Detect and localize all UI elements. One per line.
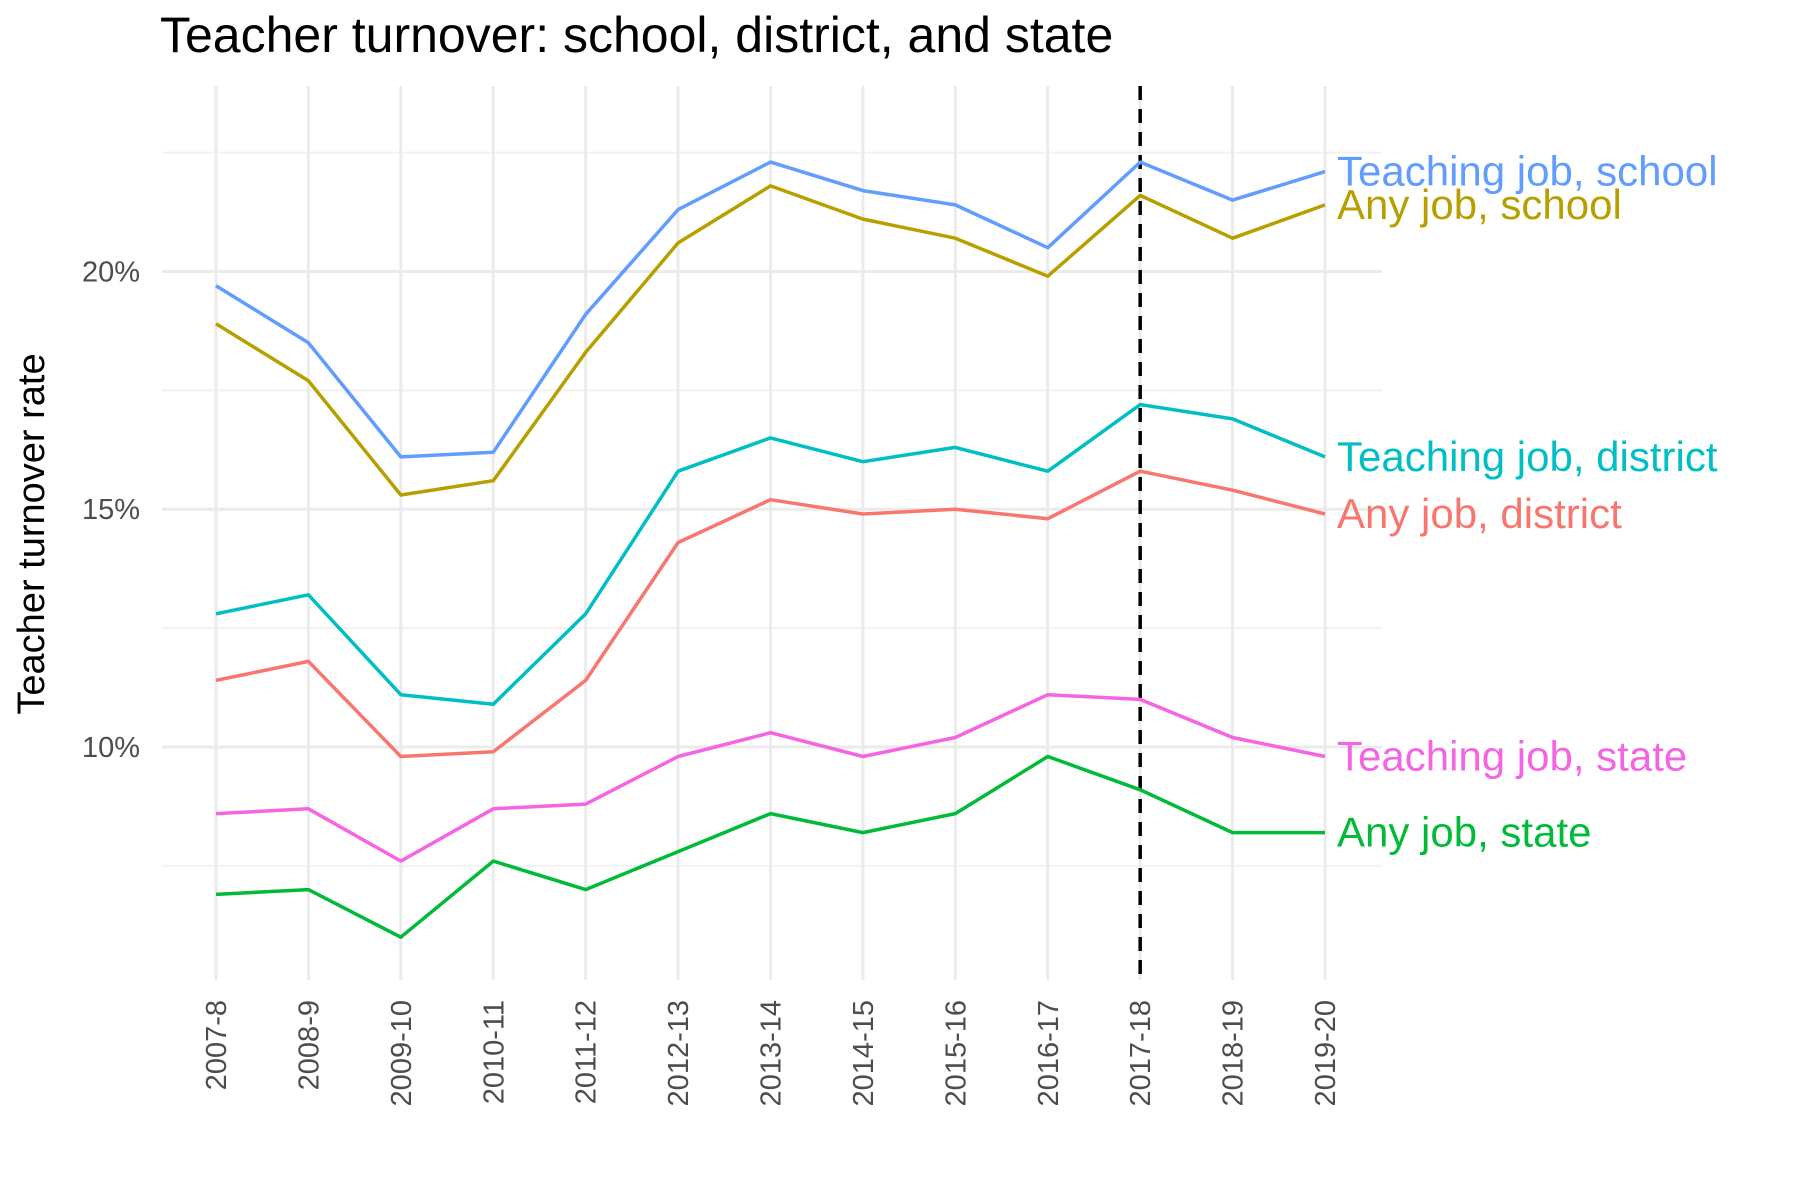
x-tick-label: 2008-9 [293, 1000, 325, 1090]
series-line-teaching-job-district [215, 402, 1326, 706]
y-tick-label: 10% [82, 732, 140, 764]
x-tick-label: 2009-10 [386, 1000, 418, 1106]
x-tick-label: 2007-8 [201, 1000, 233, 1090]
series-label-teaching-job-state: Teaching job, state [1337, 733, 1687, 780]
x-tick-label: 2011-12 [571, 1000, 603, 1104]
series-line-any-job-district [215, 469, 1326, 759]
y-axis-ticks: 10% 15% 20% [82, 256, 140, 764]
series-label-teaching-job-school: Teaching job, school [1337, 148, 1718, 195]
series-line-teaching-job-state [215, 692, 1326, 863]
series-label-teaching-job-district: Teaching job, district [1337, 433, 1718, 480]
series-label-any-job-state: Any job, state [1337, 809, 1591, 856]
series-line-any-job-state [215, 754, 1325, 939]
x-tick-label: 2015-16 [940, 1000, 972, 1106]
series-label-any-job-school: Any job, school [1337, 181, 1622, 228]
y-tick-label: 20% [82, 256, 140, 288]
series-line-any-job-school [215, 184, 1326, 497]
x-tick-label: 2016-17 [1033, 1000, 1065, 1106]
y-tick-label: 15% [82, 494, 140, 526]
series-label-any-job-district: Any job, district [1337, 490, 1622, 537]
x-tick-label: 2014-15 [848, 1000, 880, 1106]
series-line-teaching-job-school [215, 160, 1326, 459]
series-lines [215, 160, 1326, 939]
chart-title: Teacher turnover: school, district, and … [160, 7, 1113, 63]
x-tick-label: 2010-11 [478, 1000, 510, 1104]
x-tick-label: 2013-14 [756, 1000, 788, 1106]
grid [162, 86, 1382, 980]
x-tick-label: 2019-20 [1310, 1000, 1342, 1106]
x-tick-label: 2017-18 [1125, 1000, 1157, 1106]
x-axis-ticks: 2007-8 2008-9 2009-10 2010-11 2011-12 2012-13… [201, 1000, 1342, 1106]
x-tick-label: 2018-19 [1218, 1000, 1250, 1106]
x-tick-label: 2012-13 [663, 1000, 695, 1106]
y-axis-label: Teacher turnover rate [11, 353, 53, 714]
